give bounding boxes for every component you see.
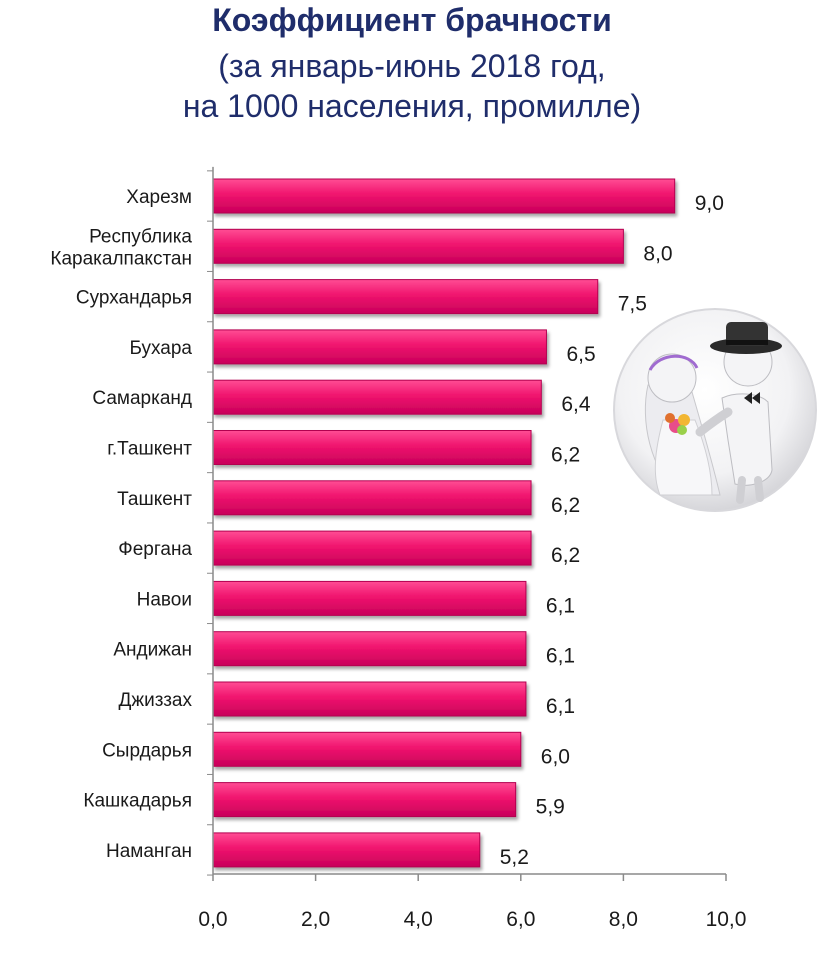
bar bbox=[212, 480, 532, 516]
value-label: 6,0 bbox=[541, 745, 570, 768]
category-label: Кашкадарья bbox=[83, 791, 192, 812]
bar bbox=[212, 580, 527, 616]
bar bbox=[212, 681, 527, 717]
bar bbox=[212, 430, 532, 465]
x-tick-label: 0,0 bbox=[198, 908, 227, 931]
value-label: 7,5 bbox=[618, 293, 647, 316]
wedding-couple-icon bbox=[613, 308, 817, 512]
category-label: Джиззах bbox=[119, 690, 193, 711]
value-label: 6,2 bbox=[551, 444, 580, 467]
value-label: 5,9 bbox=[536, 796, 565, 819]
x-tick-label: 8,0 bbox=[609, 908, 638, 931]
category-label: Андижан bbox=[113, 640, 192, 661]
bar bbox=[212, 279, 599, 315]
category-label: Республика Каракалпакстан bbox=[50, 226, 192, 269]
bar bbox=[212, 228, 624, 264]
category-label: Наманган bbox=[106, 841, 192, 862]
x-tick-label: 2,0 bbox=[301, 908, 330, 931]
bar bbox=[212, 731, 522, 767]
bar bbox=[212, 178, 676, 214]
value-label: 8,0 bbox=[643, 242, 672, 265]
value-label: 9,0 bbox=[695, 192, 724, 215]
bar bbox=[212, 329, 547, 365]
bars-layer bbox=[212, 178, 676, 868]
value-label: 6,2 bbox=[551, 494, 580, 517]
value-label: 6,2 bbox=[551, 544, 580, 567]
bar bbox=[212, 782, 517, 818]
category-label: Бухара bbox=[129, 338, 192, 359]
category-labels: Харезм Республика Каракалпакстан Сурхандарь… bbox=[50, 187, 192, 862]
value-label: 6,1 bbox=[546, 695, 575, 718]
category-label: г.Ташкент bbox=[107, 439, 192, 460]
chart-title-line-1: Коэффициент брачности bbox=[212, 2, 612, 38]
value-label: 6,4 bbox=[561, 393, 591, 416]
x-tick-label: 6,0 bbox=[506, 908, 535, 931]
chart-title-line-2: (за январь-июнь 2018 год, bbox=[218, 48, 606, 84]
category-label: Сырдарья bbox=[102, 740, 192, 761]
category-label: Фергана bbox=[118, 539, 192, 560]
category-label: Навои bbox=[137, 589, 192, 610]
category-label: Ташкент bbox=[117, 489, 192, 510]
category-label: Самарканд bbox=[92, 388, 192, 409]
bar bbox=[212, 530, 532, 566]
x-axis: 0,0 2,0 4,0 6,0 8,0 10,0 bbox=[198, 166, 747, 931]
x-tick-label: 10,0 bbox=[706, 908, 747, 931]
value-label: 6,1 bbox=[546, 594, 575, 617]
bar bbox=[212, 832, 481, 868]
chart-title-line-3: на 1000 населения, промилле) bbox=[182, 88, 642, 124]
category-label: Сурхандарья bbox=[76, 288, 192, 309]
value-label: 6,1 bbox=[546, 645, 575, 668]
value-labels: 9,0 8,0 7,5 6,5 6,4 6,2 6,2 6,2 6,1 6,1 6,1 6,0 5,9 5… bbox=[500, 192, 724, 869]
x-tick-label: 4,0 bbox=[404, 908, 433, 931]
value-label: 5,2 bbox=[500, 846, 529, 869]
category-label: Харезм bbox=[126, 187, 192, 208]
bar bbox=[212, 379, 542, 415]
value-label: 6,5 bbox=[566, 343, 595, 366]
bar bbox=[212, 631, 527, 667]
